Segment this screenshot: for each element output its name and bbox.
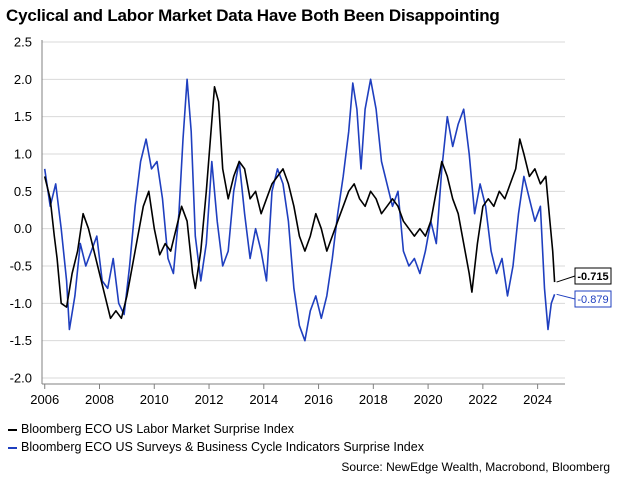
callout-value-labor: -0.715 (577, 271, 608, 283)
y-tick-label: -1.5 (10, 333, 32, 348)
callout-value-surveys: -0.879 (577, 294, 608, 306)
legend-label-surveys: Bloomberg ECO US Surveys & Business Cycl… (21, 440, 424, 454)
y-tick-label: 0.5 (14, 184, 32, 199)
source-note: Source: NewEdge Wealth, Macrobond, Bloom… (341, 460, 610, 474)
x-tick-label: 2012 (195, 392, 224, 407)
callout-leader-labor (556, 275, 576, 283)
y-tick-label: -1.0 (10, 296, 32, 311)
legend-swatch-labor (8, 428, 17, 431)
callout-box-labor (574, 267, 612, 285)
last-value-callouts: -0.715 -0.879 (556, 267, 612, 308)
y-tick-label: 2.0 (14, 72, 32, 87)
x-tick-label: 2008 (85, 392, 114, 407)
x-tick-label: 2022 (468, 392, 497, 407)
callout-box-surveys (574, 290, 612, 308)
series-line-surveys (43, 78, 556, 342)
y-tick-label: 0.0 (14, 221, 32, 236)
y-tick-label: 1.5 (14, 109, 32, 124)
y-axis-tick-labels: 2.5 2.0 1.5 1.0 0.5 0.0 -0.5 -1.0 -1.5 -2.0 (10, 35, 32, 386)
y-tick-label: -0.5 (10, 259, 32, 274)
legend-item-labor: Bloomberg ECO US Labor Market Surprise I… (8, 422, 294, 436)
y-tick-label: 2.5 (14, 35, 32, 50)
legend-item-surveys: Bloomberg ECO US Surveys & Business Cycl… (8, 440, 424, 454)
x-tick-label: 2016 (304, 392, 333, 407)
gridlines (41, 40, 565, 385)
series-lines (43, 78, 556, 342)
series-line-labor (43, 86, 556, 320)
x-axis-tick-labels: 2006 2008 2010 2012 2014 2016 2018 2020 2022 2024 (30, 384, 552, 407)
y-tick-label: -2.0 (10, 371, 32, 386)
y-tick-label: 1.0 (14, 147, 32, 162)
callout-leader-surveys (556, 293, 576, 300)
legend-swatch-surveys (8, 446, 17, 449)
x-tick-label: 2014 (249, 392, 278, 407)
x-tick-label: 2010 (140, 392, 169, 407)
legend-label-labor: Bloomberg ECO US Labor Market Surprise I… (21, 422, 295, 436)
x-tick-label: 2006 (30, 392, 59, 407)
chart-title: Cyclical and Labor Market Data Have Both… (6, 6, 500, 25)
x-tick-label: 2018 (359, 392, 388, 407)
x-tick-label: 2024 (523, 392, 552, 407)
x-tick-label: 2020 (414, 392, 443, 407)
